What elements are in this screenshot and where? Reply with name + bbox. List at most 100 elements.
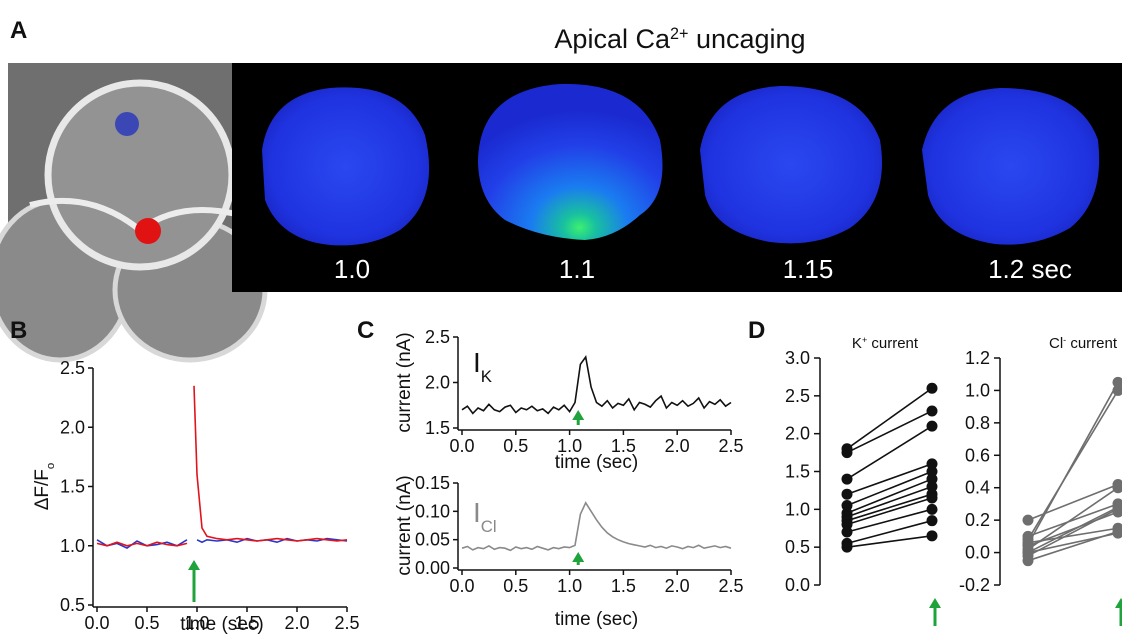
x-axis-label: time (sec) xyxy=(555,452,638,473)
pair-point xyxy=(926,530,938,542)
y-tick-label: 0.2 xyxy=(965,510,990,530)
pair-point xyxy=(841,500,853,512)
chart-title: Cl- current xyxy=(1049,335,1118,352)
stimulus-arrow-head xyxy=(188,560,200,570)
pair-line xyxy=(846,387,933,450)
text-part: + xyxy=(862,335,867,345)
y-tick-label: 1.5 xyxy=(60,477,85,497)
pair-line xyxy=(846,519,933,545)
chart-title: K+ current xyxy=(852,335,919,352)
calcium-image xyxy=(922,88,1100,245)
pair-point xyxy=(926,492,938,504)
pair-line xyxy=(1027,503,1119,538)
trace xyxy=(96,385,348,547)
x-tick-label: 2.0 xyxy=(284,613,309,633)
calcium-image xyxy=(700,86,882,244)
y-tick-label: 0.0 xyxy=(785,575,810,595)
stimulus-arrow-head xyxy=(572,552,585,562)
pair-point xyxy=(841,488,853,500)
x-tick-label: 2.0 xyxy=(665,576,690,596)
frame-label: 1.15 xyxy=(783,254,834,284)
y-tick-label: 3.0 xyxy=(785,348,810,368)
pair-line xyxy=(1027,527,1119,544)
x-tick-label: 0.5 xyxy=(503,436,528,456)
pair-point xyxy=(1022,547,1034,559)
pair-line xyxy=(846,497,933,526)
text-part: I xyxy=(473,497,481,528)
pair-point xyxy=(1112,376,1122,388)
pair-point xyxy=(926,405,938,417)
pair-line xyxy=(1027,532,1119,554)
pair-point xyxy=(926,473,938,485)
y-tick-label: -0.2 xyxy=(959,575,990,595)
text-part: Cl xyxy=(1049,335,1063,352)
pair-point xyxy=(1022,514,1034,526)
y-tick-label: 1.5 xyxy=(785,462,810,482)
x-tick-label: 1.5 xyxy=(234,613,259,633)
pair-line xyxy=(846,485,933,518)
trace-label: ICl xyxy=(473,497,497,536)
x-tick-label: 1.5 xyxy=(611,576,636,596)
y-tick-label: 1.5 xyxy=(425,418,450,438)
y-tick-label: 0.15 xyxy=(415,473,450,493)
stimulus-arrow-head xyxy=(572,410,585,420)
pair-line xyxy=(846,508,933,533)
x-tick-label: 2.5 xyxy=(718,576,743,596)
pair-point xyxy=(926,515,938,527)
x-tick-label: 0.5 xyxy=(134,613,159,633)
pair-point xyxy=(1112,482,1122,494)
x-tick-label: 1.0 xyxy=(557,576,582,596)
pair-line xyxy=(846,493,933,522)
x-tick-label: 1.0 xyxy=(557,436,582,456)
x-tick-label: 1.0 xyxy=(184,613,209,633)
pair-line xyxy=(1027,487,1119,550)
frame-label: 1.2 sec xyxy=(988,254,1072,284)
pair-point xyxy=(926,481,938,493)
stimulus-arrow-head xyxy=(1115,598,1122,608)
y-tick-label: 2.0 xyxy=(425,373,450,393)
y-axis-label: current (nA) xyxy=(394,475,415,575)
panel-label: A xyxy=(10,17,27,44)
x-tick-label: 2.5 xyxy=(334,613,359,633)
text-part: - xyxy=(1063,335,1066,345)
text-part: I xyxy=(473,347,481,378)
y-tick-label: 2.0 xyxy=(60,417,85,437)
x-tick-label: 0.0 xyxy=(84,613,109,633)
pair-line xyxy=(846,463,933,495)
text-part: K xyxy=(852,335,862,352)
text-part: Apical Ca xyxy=(554,24,671,54)
frame-label: 1.1 xyxy=(559,254,595,284)
text-part: 2+ xyxy=(670,25,688,43)
text-part: K xyxy=(481,367,492,386)
pair-line xyxy=(1027,381,1119,545)
pair-point xyxy=(1112,384,1122,396)
bright-field-image xyxy=(0,63,268,363)
pair-point xyxy=(926,466,938,477)
pair-point xyxy=(841,518,853,530)
pair-line xyxy=(846,470,933,507)
panel-label: D xyxy=(748,317,765,344)
y-tick-label: 0.00 xyxy=(415,558,450,578)
pair-point xyxy=(841,541,853,553)
x-axis-label: time (sec) xyxy=(555,609,638,630)
calcium-image xyxy=(478,83,663,240)
trace xyxy=(461,501,732,552)
y-tick-label: 2.0 xyxy=(785,424,810,444)
y-axis-label: ΔF/Fo xyxy=(32,463,57,511)
text-part: o xyxy=(45,463,57,469)
y-tick-label: 0.05 xyxy=(415,530,450,550)
calcium-image xyxy=(262,87,430,246)
y-axis-label: current (nA) xyxy=(394,332,415,432)
x-tick-label: 2.5 xyxy=(718,436,743,456)
pair-line xyxy=(1027,508,1119,557)
x-tick-label: 0.5 xyxy=(503,576,528,596)
pair-point xyxy=(1022,537,1034,549)
x-axis-label: time (sec) xyxy=(180,614,263,635)
x-tick-label: 2.0 xyxy=(665,436,690,456)
x-tick-label: 1.5 xyxy=(611,436,636,456)
pair-line xyxy=(846,535,933,548)
text-part: current xyxy=(867,335,919,352)
x-tick-label: 0.0 xyxy=(449,576,474,596)
pair-point xyxy=(926,458,938,470)
